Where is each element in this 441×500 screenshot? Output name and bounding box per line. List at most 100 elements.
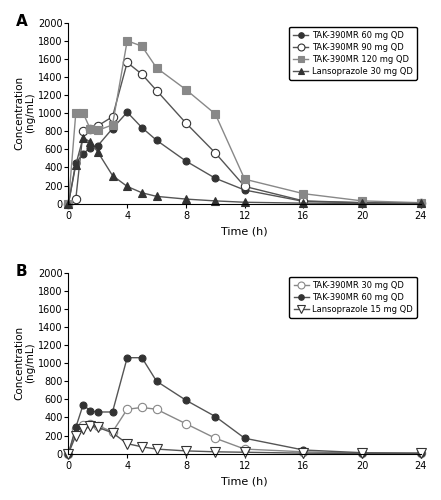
Line: TAK-390MR 60 mg QD: TAK-390MR 60 mg QD [65,108,424,207]
Lansoprazole 30 mg QD [213,198,218,204]
TAK-390MR 60 mg QD [301,198,306,204]
Lansoprazole 15 mg QD [418,450,423,456]
TAK-390MR 60 mg QD [81,402,86,407]
TAK-390MR 30 mg QD [139,404,145,410]
TAK-390MR 90 mg QD [139,71,145,77]
TAK-390MR 30 mg QD [301,449,306,455]
TAK-390MR 60 mg QD [139,124,145,130]
TAK-390MR 60 mg QD [124,109,130,115]
TAK-390MR 60 mg QD [139,354,145,360]
TAK-390MR 120 mg QD [213,111,218,117]
TAK-390MR 90 mg QD [88,126,93,132]
Lansoprazole 15 mg QD [139,444,145,450]
Lansoprazole 15 mg QD [242,450,247,456]
TAK-390MR 120 mg QD [418,200,423,205]
Lansoprazole 30 mg QD [301,200,306,206]
Lansoprazole 30 mg QD [66,200,71,206]
TAK-390MR 60 mg QD [213,414,218,420]
TAK-390MR 30 mg QD [95,422,101,428]
TAK-390MR 30 mg QD [213,435,218,441]
TAK-390MR 60 mg QD [88,144,93,150]
Lansoprazole 15 mg QD [359,450,365,456]
TAK-390MR 60 mg QD [183,397,189,403]
TAK-390MR 120 mg QD [88,126,93,132]
Lansoprazole 15 mg QD [73,432,78,438]
TAK-390MR 30 mg QD [124,406,130,412]
Legend: TAK-390MR 30 mg QD, TAK-390MR 60 mg QD, Lansoprazole 15 mg QD: TAK-390MR 30 mg QD, TAK-390MR 60 mg QD, … [289,277,417,318]
TAK-390MR 90 mg QD [124,60,130,66]
Lansoprazole 30 mg QD [110,172,115,178]
TAK-390MR 60 mg QD [124,354,130,360]
TAK-390MR 90 mg QD [359,200,365,205]
TAK-390MR 60 mg QD [110,409,115,415]
TAK-390MR 30 mg QD [418,450,423,456]
TAK-390MR 60 mg QD [73,424,78,430]
TAK-390MR 120 mg QD [95,128,101,134]
Lansoprazole 15 mg QD [95,424,101,430]
Lansoprazole 30 mg QD [183,196,189,202]
Lansoprazole 15 mg QD [154,446,159,452]
Lansoprazole 30 mg QD [95,149,101,155]
TAK-390MR 60 mg QD [95,142,101,148]
Y-axis label: Concentration
(ng/mL): Concentration (ng/mL) [14,76,35,150]
X-axis label: Time (h): Time (h) [221,226,268,236]
Lansoprazole 15 mg QD [213,449,218,455]
TAK-390MR 60 mg QD [73,160,78,166]
TAK-390MR 60 mg QD [95,409,101,415]
TAK-390MR 30 mg QD [110,429,115,435]
TAK-390MR 30 mg QD [88,421,93,427]
Lansoprazole 30 mg QD [359,200,365,206]
TAK-390MR 30 mg QD [359,450,365,456]
TAK-390MR 30 mg QD [183,421,189,427]
TAK-390MR 60 mg QD [81,151,86,157]
Line: TAK-390MR 60 mg QD: TAK-390MR 60 mg QD [65,354,424,457]
Lansoprazole 15 mg QD [124,440,130,446]
TAK-390MR 30 mg QD [73,426,78,432]
TAK-390MR 60 mg QD [359,450,365,456]
TAK-390MR 60 mg QD [154,378,159,384]
TAK-390MR 120 mg QD [81,110,86,116]
Lansoprazole 15 mg QD [66,450,71,456]
Lansoprazole 30 mg QD [242,200,247,205]
Lansoprazole 15 mg QD [110,430,115,436]
Text: B: B [15,264,27,278]
TAK-390MR 120 mg QD [183,86,189,92]
TAK-390MR 90 mg QD [213,150,218,156]
Lansoprazole 15 mg QD [88,422,93,428]
TAK-390MR 60 mg QD [359,200,365,205]
TAK-390MR 90 mg QD [81,128,86,134]
TAK-390MR 60 mg QD [242,435,247,441]
TAK-390MR 60 mg QD [88,408,93,414]
TAK-390MR 30 mg QD [154,406,159,412]
Lansoprazole 30 mg QD [81,134,86,140]
Text: A: A [15,14,27,28]
Line: Lansoprazole 30 mg QD: Lansoprazole 30 mg QD [64,134,425,208]
TAK-390MR 60 mg QD [66,200,71,206]
TAK-390MR 90 mg QD [73,196,78,202]
TAK-390MR 30 mg QD [66,450,71,456]
TAK-390MR 90 mg QD [301,198,306,204]
TAK-390MR 120 mg QD [110,122,115,128]
Line: Lansoprazole 15 mg QD: Lansoprazole 15 mg QD [64,420,426,459]
Lansoprazole 30 mg QD [418,200,423,206]
TAK-390MR 90 mg QD [418,200,423,206]
TAK-390MR 60 mg QD [242,187,247,193]
TAK-390MR 30 mg QD [242,446,247,452]
Lansoprazole 30 mg QD [88,139,93,145]
Lansoprazole 30 mg QD [124,184,130,190]
Lansoprazole 30 mg QD [154,194,159,200]
TAK-390MR 90 mg QD [154,88,159,94]
Y-axis label: Concentration
(ng/mL): Concentration (ng/mL) [14,326,35,400]
TAK-390MR 30 mg QD [81,422,86,428]
Legend: TAK-390MR 60 mg QD, TAK-390MR 90 mg QD, TAK-390MR 120 mg QD, Lansoprazole 30 mg : TAK-390MR 60 mg QD, TAK-390MR 90 mg QD, … [289,27,417,80]
TAK-390MR 60 mg QD [110,126,115,132]
TAK-390MR 60 mg QD [418,200,423,206]
Lansoprazole 15 mg QD [183,448,189,454]
Lansoprazole 15 mg QD [301,450,306,456]
TAK-390MR 60 mg QD [183,158,189,164]
Lansoprazole 30 mg QD [73,162,78,168]
TAK-390MR 60 mg QD [418,450,423,456]
Lansoprazole 15 mg QD [81,426,86,432]
TAK-390MR 90 mg QD [66,200,71,206]
TAK-390MR 90 mg QD [183,120,189,126]
